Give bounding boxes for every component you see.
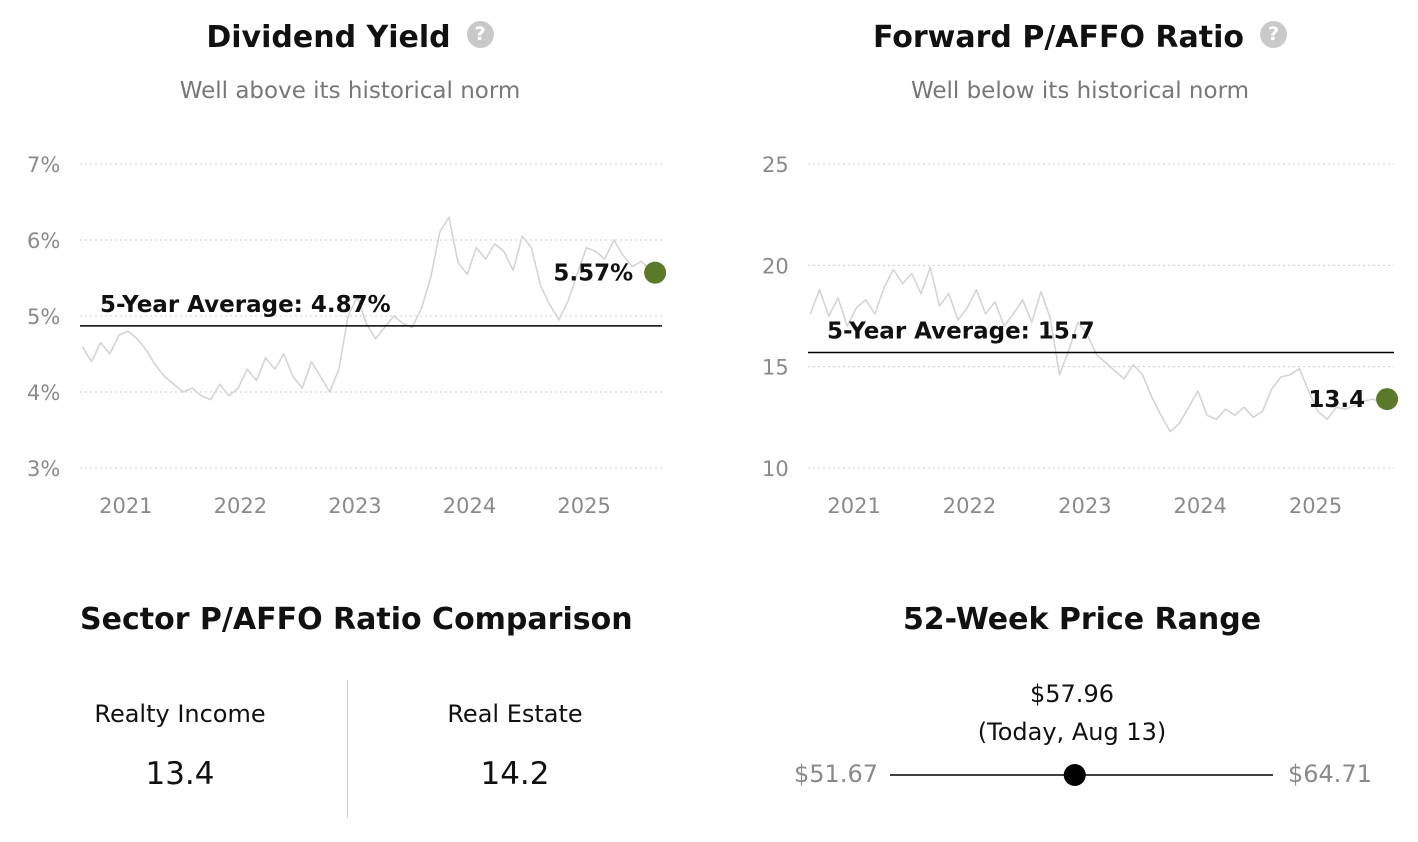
sector-label-real-estate: Real Estate bbox=[447, 700, 583, 728]
pafffo-current-point bbox=[1376, 388, 1399, 411]
pafffo-x-tick-label: 2021 bbox=[827, 494, 880, 518]
pafffo-x-tick-label: 2022 bbox=[943, 494, 996, 518]
pafffo-chart: 25 20 15 10 2021 2022 2023 2024 2025 5-Year Avera… bbox=[762, 153, 1399, 518]
dividend-yield-x-tick-label: 2024 bbox=[443, 494, 496, 518]
dividend-yield-y-tick-label: 4% bbox=[27, 381, 60, 405]
dividend-yield-current-point bbox=[644, 261, 667, 284]
dividend-yield-y-tick-label: 3% bbox=[27, 457, 60, 481]
sector-value-realty-income: 13.4 bbox=[145, 756, 215, 792]
pafffo-average-label: 5-Year Average: 15.7 bbox=[827, 318, 1095, 344]
pafffo-x-tick-label: 2023 bbox=[1058, 494, 1111, 518]
question-circle-icon[interactable]: ? bbox=[1260, 21, 1288, 48]
pafffo-x-tick-label: 2025 bbox=[1289, 494, 1342, 518]
range-current-note: (Today, Aug 13) bbox=[977, 718, 1167, 746]
range-bar bbox=[890, 764, 1273, 786]
dividend-yield-x-tick-label: 2023 bbox=[328, 494, 381, 518]
pafffo-y-tick-label: 10 bbox=[762, 457, 789, 481]
sector-title: Sector P/AFFO Ratio Comparison bbox=[80, 602, 633, 637]
sector-label-realty-income: Realty Income bbox=[94, 700, 266, 728]
dividend-yield-title: Dividend Yield? bbox=[0, 20, 700, 55]
pafffo-subtitle: Well below its historical norm bbox=[910, 78, 1250, 104]
dividend-yield-y-tick-label: 7% bbox=[27, 153, 60, 177]
dividend-yield-x-tick-label: 2021 bbox=[99, 494, 152, 518]
dividend-yield-title-text: Dividend Yield bbox=[206, 20, 451, 55]
range-low: $51.67 bbox=[794, 760, 878, 788]
dividend-yield-y-tick-label: 6% bbox=[27, 229, 60, 253]
dividend-yield-panel: Dividend Yield? Well above its historica… bbox=[0, 0, 700, 560]
dividend-yield-average-label: 5-Year Average: 4.87% bbox=[100, 292, 391, 318]
range-current-price: $57.96 bbox=[1030, 680, 1114, 708]
sector-divider bbox=[347, 680, 348, 818]
dividend-yield-subtitle: Well above its historical norm bbox=[179, 78, 521, 104]
dividend-yield-series-line bbox=[81, 216, 656, 401]
dividend-yield-y-tick-label: 5% bbox=[27, 305, 60, 329]
pafffo-title: Forward P/AFFO Ratio? bbox=[730, 20, 1418, 55]
pafffo-series-line bbox=[809, 266, 1388, 433]
dividend-yield-current-label: 5.57% bbox=[553, 261, 633, 287]
range-title: 52-Week Price Range bbox=[902, 602, 1262, 637]
pafffo-y-tick-label: 20 bbox=[762, 254, 789, 278]
range-current-marker bbox=[1063, 764, 1086, 786]
dividend-yield-chart: 7% 6% 5% 4% 3% 2021 2022 2023 2024 2025 5-Year Ave… bbox=[27, 153, 667, 518]
dividend-yield-x-tick-label: 2025 bbox=[557, 494, 610, 518]
question-circle-icon[interactable]: ? bbox=[466, 21, 494, 48]
dividend-yield-x-tick-label: 2022 bbox=[214, 494, 267, 518]
pafffo-current-label: 13.4 bbox=[1308, 387, 1365, 413]
pafffo-y-tick-label: 15 bbox=[762, 356, 789, 380]
pafffo-panel: Forward P/AFFO Ratio? Well below its his… bbox=[730, 0, 1418, 560]
pafffo-y-tick-label: 25 bbox=[762, 153, 789, 177]
pafffo-title-text: Forward P/AFFO Ratio bbox=[872, 20, 1245, 55]
range-high: $64.71 bbox=[1288, 760, 1372, 788]
sector-value-real-estate: 14.2 bbox=[480, 756, 550, 792]
pafffo-x-tick-label: 2024 bbox=[1173, 494, 1226, 518]
